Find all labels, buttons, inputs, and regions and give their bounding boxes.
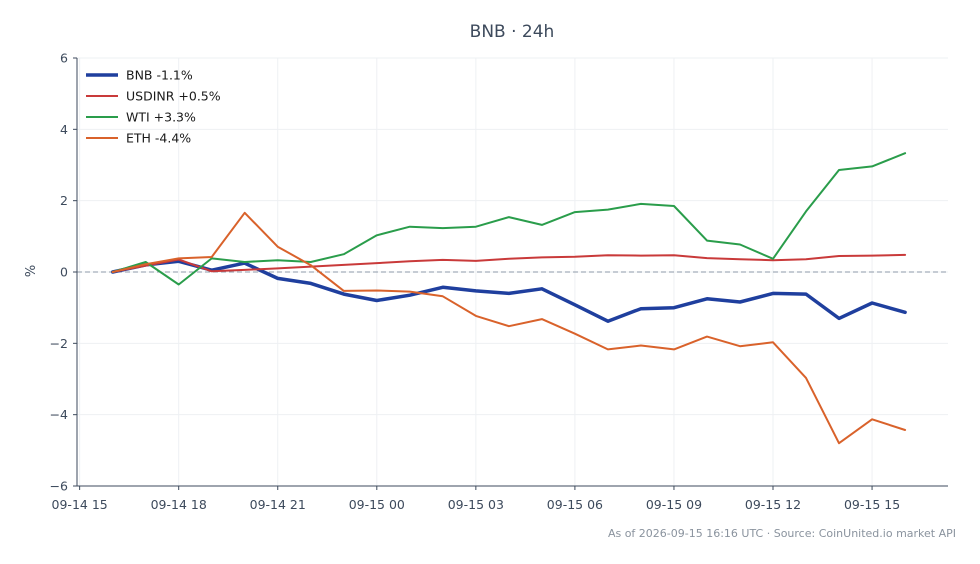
footer-note: As of 2026-09-15 16:16 UTC · Source: Coi…: [608, 527, 956, 540]
legend-label-3: ETH -4.4%: [126, 131, 191, 146]
y-tick-label-3: 0: [60, 265, 68, 280]
legend-label-0: BNB -1.1%: [126, 68, 193, 83]
legend-label-1: USDINR +0.5%: [126, 89, 221, 104]
series-line-0: [110, 259, 907, 323]
series-line-1: [111, 253, 907, 273]
y-axis-label: %: [24, 265, 39, 277]
x-ticks: 09-14 15 09-14 18 09-14 21 09-15 00 09-15 03…: [52, 486, 900, 512]
legend: BNB -1.1% USDINR +0.5% WTI +3.3% ETH -4.4%: [86, 68, 221, 146]
series-lines: [110, 152, 907, 445]
y-tick-label-6: 6: [60, 51, 68, 66]
x-tick-label-3: 09-15 00: [349, 497, 405, 512]
x-tick-label-8: 09-15 15: [844, 497, 900, 512]
y-ticks: −6 −4 −2 0 2 4 6: [50, 51, 77, 494]
y-tick-label-5: 4: [60, 122, 68, 137]
x-tick-label-5: 09-15 06: [547, 497, 603, 512]
x-tick-label-6: 09-15 09: [646, 497, 702, 512]
y-tick-label-4: 2: [60, 193, 68, 208]
x-tick-label-2: 09-14 21: [250, 497, 306, 512]
x-tick-label-1: 09-14 18: [151, 497, 207, 512]
x-tick-label-7: 09-15 12: [745, 497, 801, 512]
y-tick-label-2: −2: [50, 336, 68, 351]
y-tick-label-0: −6: [50, 479, 68, 494]
legend-label-2: WTI +3.3%: [126, 110, 196, 125]
series-line-2: [111, 152, 907, 286]
x-tick-label-0: 09-14 15: [52, 497, 108, 512]
chart-title: BNB · 24h: [470, 22, 555, 42]
x-tick-label-4: 09-15 03: [448, 497, 504, 512]
series-line-3: [111, 211, 907, 445]
y-tick-label-1: −4: [50, 407, 68, 422]
